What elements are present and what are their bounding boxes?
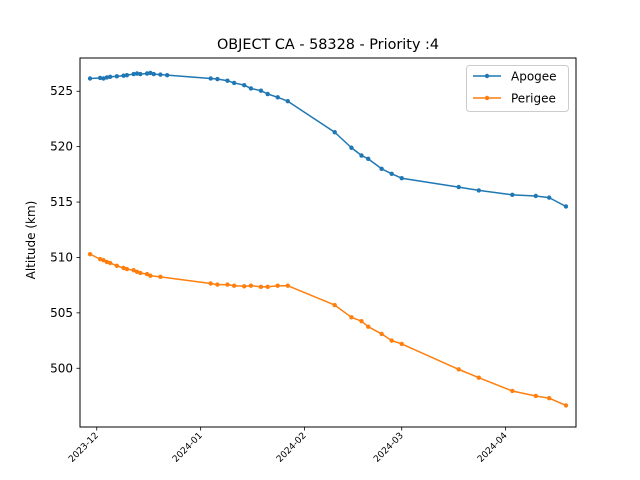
- perigee-point: [138, 270, 143, 276]
- apogee-point: [332, 130, 337, 135]
- y-tick-label: 500: [50, 361, 73, 375]
- perigee-point: [107, 260, 113, 266]
- apogee-point: [275, 95, 280, 100]
- perigee-point: [399, 341, 404, 347]
- apogee-point: [510, 192, 515, 198]
- y-tick-label: 505: [50, 306, 73, 320]
- legend-box: [466, 65, 569, 112]
- apogee-point: [231, 80, 237, 86]
- apogee-point: [121, 73, 126, 78]
- perigee-point: [265, 284, 270, 290]
- legend: Apogee Perigee: [466, 65, 569, 112]
- perigee-point: [275, 283, 280, 288]
- legend-item-apogee: Apogee: [473, 70, 557, 84]
- apogee-point: [87, 76, 93, 81]
- apogee-point: [225, 78, 230, 83]
- apogee-point: [104, 75, 110, 80]
- perigee-point: [389, 338, 394, 343]
- apogee-point: [242, 82, 247, 88]
- plot-area: [87, 70, 569, 408]
- perigee-point: [366, 324, 371, 329]
- perigee-point: [332, 302, 337, 308]
- apogee-point: [101, 76, 106, 81]
- apogee-point: [107, 74, 113, 80]
- apogee-point: [114, 74, 120, 79]
- perigee-point: [97, 256, 103, 262]
- apogee-point: [124, 72, 130, 78]
- axes-frame: [79, 57, 577, 428]
- y-tick-label: 510: [50, 250, 73, 264]
- perigee-point: [148, 273, 153, 278]
- apogee-point: [134, 71, 140, 76]
- perigee-point: [87, 251, 93, 257]
- perigee-point: [144, 271, 150, 277]
- apogee-point: [359, 153, 364, 158]
- apogee-point: [546, 195, 552, 200]
- perigee-point: [124, 266, 130, 272]
- perigee-point: [258, 284, 264, 290]
- legend-label-perigee: Perigee: [511, 92, 556, 106]
- perigee-point: [208, 281, 213, 286]
- perigee-point: [533, 393, 538, 399]
- apogee-series: [87, 70, 569, 209]
- perigee-point: [349, 315, 354, 320]
- apogee-point: [208, 76, 213, 81]
- perigee-point: [215, 282, 220, 287]
- apogee-point: [456, 184, 461, 190]
- chart-title: OBJECT CA - 58328 - Priority :4: [217, 37, 439, 53]
- perigee-point: [359, 318, 364, 324]
- perigee-point: [546, 395, 552, 401]
- apogee-point: [151, 71, 156, 77]
- perigee-point: [510, 388, 515, 394]
- perigee-point: [104, 259, 110, 265]
- apogee-point: [476, 188, 482, 193]
- apogee-point: [563, 204, 569, 209]
- apogee-point: [138, 71, 143, 77]
- apogee-point: [349, 145, 354, 150]
- perigee-point: [379, 331, 384, 337]
- perigee-point: [456, 367, 461, 372]
- apogee-point: [158, 72, 163, 77]
- apogee-point: [389, 171, 394, 176]
- legend-marker-perigee: [484, 95, 490, 101]
- legend-marker-apogee: [484, 73, 490, 79]
- perigee-point: [285, 283, 290, 288]
- apogee-point: [148, 70, 153, 76]
- apogee-point: [258, 88, 264, 93]
- perigee-point: [476, 375, 482, 380]
- perigee-point: [114, 263, 120, 268]
- apogee-point: [399, 176, 404, 181]
- perigee-point: [563, 403, 569, 408]
- apogee-point: [366, 156, 371, 162]
- y-axis-label: Altitude (km): [24, 201, 38, 280]
- apogee-point: [248, 86, 254, 91]
- perigee-point: [225, 282, 230, 287]
- perigee-point: [248, 283, 254, 288]
- apogee-point: [215, 76, 220, 82]
- apogee-point: [164, 72, 170, 78]
- perigee-point: [131, 268, 136, 273]
- apogee-point: [131, 71, 136, 77]
- perigee-point: [121, 265, 126, 271]
- apogee-point: [285, 99, 290, 104]
- y-tick-label: 525: [50, 84, 73, 98]
- apogee-point: [379, 166, 384, 172]
- apogee-point: [533, 193, 538, 199]
- legend-label-apogee: Apogee: [511, 70, 557, 84]
- apogee-point: [97, 75, 103, 81]
- perigee-point: [158, 274, 163, 280]
- perigee-point: [134, 269, 140, 275]
- perigee-series: [87, 251, 569, 408]
- y-tick-label: 515: [50, 195, 73, 209]
- apogee-point: [265, 91, 270, 97]
- perigee-point: [242, 284, 247, 289]
- perigee-point: [231, 283, 237, 288]
- apogee-point: [144, 71, 150, 76]
- legend-item-perigee: Perigee: [473, 92, 556, 106]
- perigee-point: [101, 258, 106, 263]
- y-tick-label: 520: [50, 140, 73, 154]
